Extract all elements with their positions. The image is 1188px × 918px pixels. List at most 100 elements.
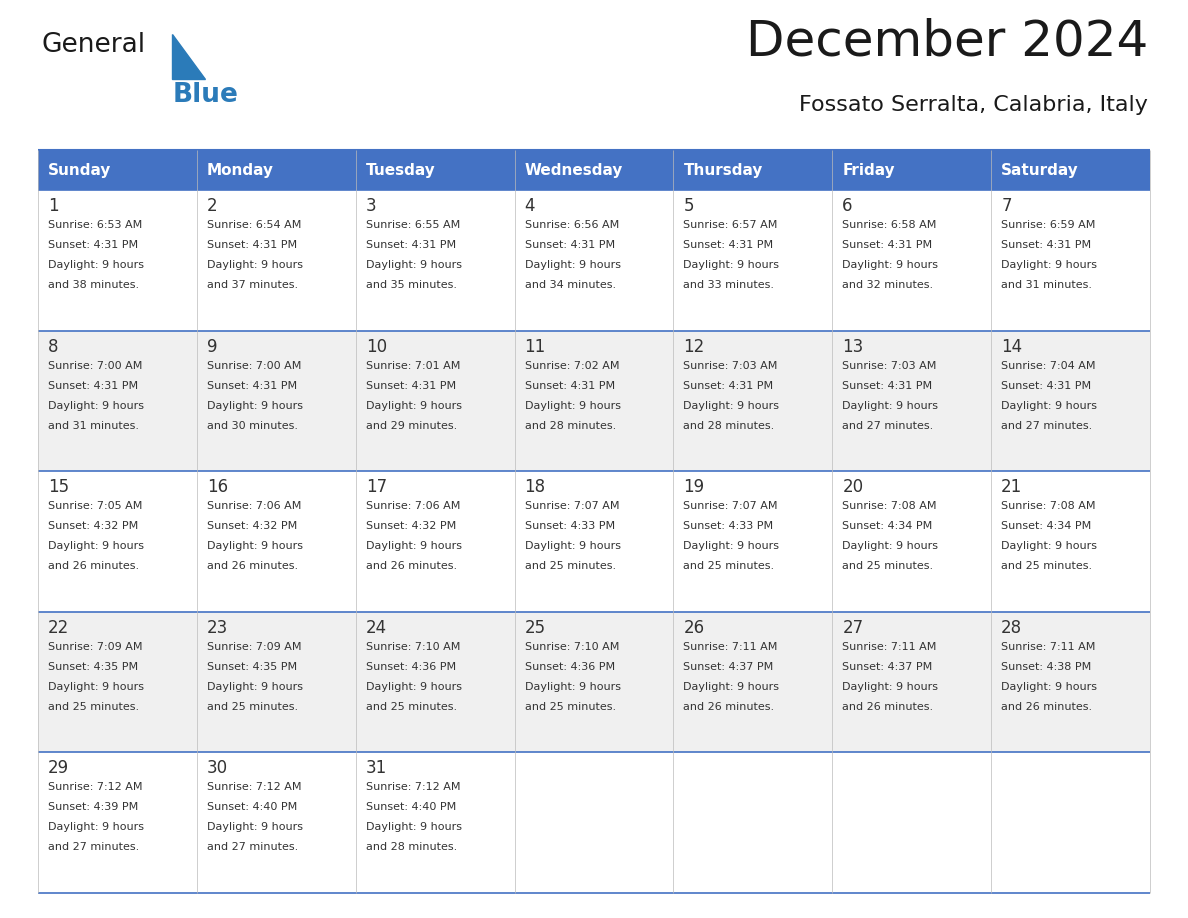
Text: Tuesday: Tuesday — [366, 162, 436, 177]
Text: Saturday: Saturday — [1001, 162, 1079, 177]
Text: 18: 18 — [525, 478, 545, 497]
Text: 29: 29 — [48, 759, 69, 778]
Text: Sunset: 4:31 PM: Sunset: 4:31 PM — [1001, 381, 1092, 390]
Text: and 25 minutes.: and 25 minutes. — [207, 701, 298, 711]
Bar — [355, 330, 514, 471]
Text: and 26 minutes.: and 26 minutes. — [1001, 701, 1092, 711]
Bar — [355, 471, 514, 611]
Text: Daylight: 9 hours: Daylight: 9 hours — [525, 542, 620, 551]
Polygon shape — [172, 34, 206, 79]
Text: Sunrise: 7:01 AM: Sunrise: 7:01 AM — [366, 361, 460, 371]
Text: 25: 25 — [525, 619, 545, 637]
Text: and 35 minutes.: and 35 minutes. — [366, 280, 456, 290]
Text: Friday: Friday — [842, 162, 895, 177]
Text: Sunrise: 6:54 AM: Sunrise: 6:54 AM — [207, 220, 302, 230]
Text: 8: 8 — [48, 338, 58, 355]
Text: Daylight: 9 hours: Daylight: 9 hours — [842, 260, 939, 270]
Text: and 31 minutes.: and 31 minutes. — [48, 420, 139, 431]
Text: 4: 4 — [525, 197, 535, 215]
Bar — [674, 190, 833, 330]
Text: December 2024: December 2024 — [746, 18, 1148, 66]
Text: Daylight: 9 hours: Daylight: 9 hours — [366, 400, 462, 410]
Bar — [674, 150, 833, 190]
Text: Sunrise: 7:12 AM: Sunrise: 7:12 AM — [207, 782, 302, 792]
Bar — [38, 190, 197, 330]
Text: Sunset: 4:38 PM: Sunset: 4:38 PM — [1001, 662, 1092, 672]
Bar — [674, 471, 833, 611]
Text: Daylight: 9 hours: Daylight: 9 hours — [207, 823, 303, 833]
Text: Sunrise: 7:08 AM: Sunrise: 7:08 AM — [1001, 501, 1095, 511]
Text: Sunrise: 6:56 AM: Sunrise: 6:56 AM — [525, 220, 619, 230]
Bar — [833, 150, 991, 190]
Bar — [833, 611, 991, 753]
Text: and 26 minutes.: and 26 minutes. — [683, 701, 775, 711]
Bar — [833, 330, 991, 471]
Text: Sunrise: 7:07 AM: Sunrise: 7:07 AM — [683, 501, 778, 511]
Text: Sunrise: 7:06 AM: Sunrise: 7:06 AM — [366, 501, 460, 511]
Text: Sunrise: 7:03 AM: Sunrise: 7:03 AM — [842, 361, 936, 371]
Text: Daylight: 9 hours: Daylight: 9 hours — [683, 260, 779, 270]
Bar — [38, 150, 197, 190]
Text: Daylight: 9 hours: Daylight: 9 hours — [1001, 400, 1098, 410]
Text: 10: 10 — [366, 338, 387, 355]
Text: 23: 23 — [207, 619, 228, 637]
Bar — [833, 753, 991, 893]
Text: Sunrise: 6:57 AM: Sunrise: 6:57 AM — [683, 220, 778, 230]
Text: Sunrise: 7:10 AM: Sunrise: 7:10 AM — [525, 642, 619, 652]
Bar — [991, 330, 1150, 471]
Text: 31: 31 — [366, 759, 387, 778]
Text: and 25 minutes.: and 25 minutes. — [525, 701, 615, 711]
Text: Daylight: 9 hours: Daylight: 9 hours — [683, 682, 779, 692]
Text: Daylight: 9 hours: Daylight: 9 hours — [842, 542, 939, 551]
Text: 1: 1 — [48, 197, 58, 215]
Text: Daylight: 9 hours: Daylight: 9 hours — [207, 542, 303, 551]
Text: Sunrise: 7:12 AM: Sunrise: 7:12 AM — [366, 782, 460, 792]
Text: Daylight: 9 hours: Daylight: 9 hours — [1001, 542, 1098, 551]
Text: Sunset: 4:33 PM: Sunset: 4:33 PM — [525, 521, 614, 532]
Text: and 25 minutes.: and 25 minutes. — [683, 561, 775, 571]
Text: 21: 21 — [1001, 478, 1023, 497]
Text: and 25 minutes.: and 25 minutes. — [1001, 561, 1092, 571]
Bar — [355, 611, 514, 753]
Text: Sunrise: 7:12 AM: Sunrise: 7:12 AM — [48, 782, 143, 792]
Text: Sunrise: 7:09 AM: Sunrise: 7:09 AM — [48, 642, 143, 652]
Text: Sunset: 4:34 PM: Sunset: 4:34 PM — [842, 521, 933, 532]
Text: Sunset: 4:32 PM: Sunset: 4:32 PM — [366, 521, 456, 532]
Text: Sunset: 4:32 PM: Sunset: 4:32 PM — [48, 521, 138, 532]
Text: Daylight: 9 hours: Daylight: 9 hours — [842, 682, 939, 692]
Text: Sunset: 4:40 PM: Sunset: 4:40 PM — [366, 802, 456, 812]
Text: 16: 16 — [207, 478, 228, 497]
Text: Sunset: 4:31 PM: Sunset: 4:31 PM — [1001, 240, 1092, 250]
Text: 5: 5 — [683, 197, 694, 215]
Text: Sunset: 4:37 PM: Sunset: 4:37 PM — [683, 662, 773, 672]
Text: 14: 14 — [1001, 338, 1022, 355]
Text: 17: 17 — [366, 478, 387, 497]
Bar — [991, 753, 1150, 893]
Text: Daylight: 9 hours: Daylight: 9 hours — [366, 542, 462, 551]
Text: Sunset: 4:31 PM: Sunset: 4:31 PM — [842, 381, 933, 390]
Bar — [991, 611, 1150, 753]
Text: 27: 27 — [842, 619, 864, 637]
Text: 9: 9 — [207, 338, 217, 355]
Bar — [674, 611, 833, 753]
Bar — [674, 330, 833, 471]
Bar — [514, 753, 674, 893]
Text: 11: 11 — [525, 338, 545, 355]
Text: Sunrise: 7:07 AM: Sunrise: 7:07 AM — [525, 501, 619, 511]
Text: 30: 30 — [207, 759, 228, 778]
Text: Sunrise: 7:09 AM: Sunrise: 7:09 AM — [207, 642, 302, 652]
Bar — [514, 611, 674, 753]
Text: 15: 15 — [48, 478, 69, 497]
Text: 22: 22 — [48, 619, 69, 637]
Text: and 26 minutes.: and 26 minutes. — [842, 701, 934, 711]
Text: Daylight: 9 hours: Daylight: 9 hours — [366, 823, 462, 833]
Text: Sunrise: 7:10 AM: Sunrise: 7:10 AM — [366, 642, 460, 652]
Text: 24: 24 — [366, 619, 387, 637]
Text: Daylight: 9 hours: Daylight: 9 hours — [48, 260, 144, 270]
Text: and 27 minutes.: and 27 minutes. — [48, 843, 139, 853]
Bar — [38, 330, 197, 471]
Bar — [514, 150, 674, 190]
Text: and 30 minutes.: and 30 minutes. — [207, 420, 298, 431]
Text: Sunrise: 7:00 AM: Sunrise: 7:00 AM — [48, 361, 143, 371]
Text: Sunset: 4:31 PM: Sunset: 4:31 PM — [366, 240, 456, 250]
